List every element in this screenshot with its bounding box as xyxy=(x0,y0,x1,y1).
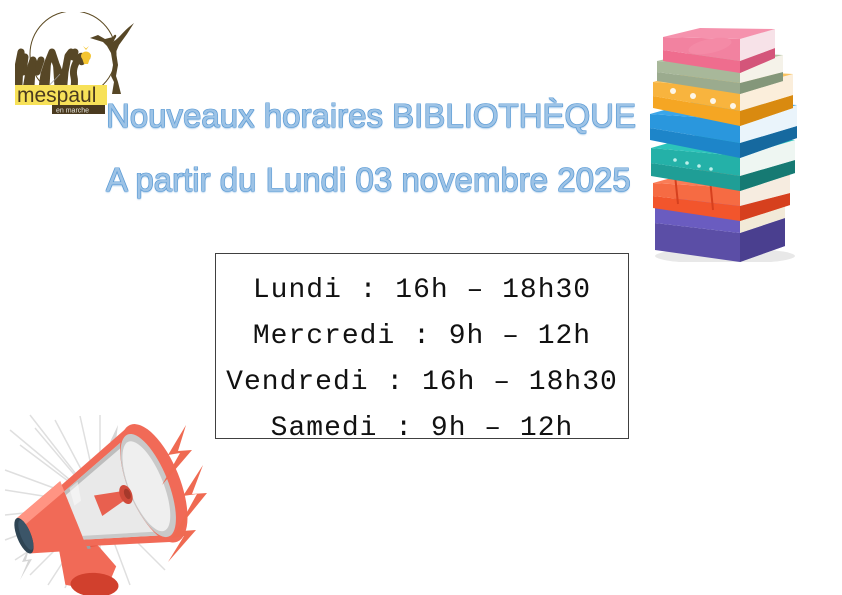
svg-text:en marche: en marche xyxy=(56,107,89,114)
svg-text:mespaul: mespaul xyxy=(17,84,96,107)
